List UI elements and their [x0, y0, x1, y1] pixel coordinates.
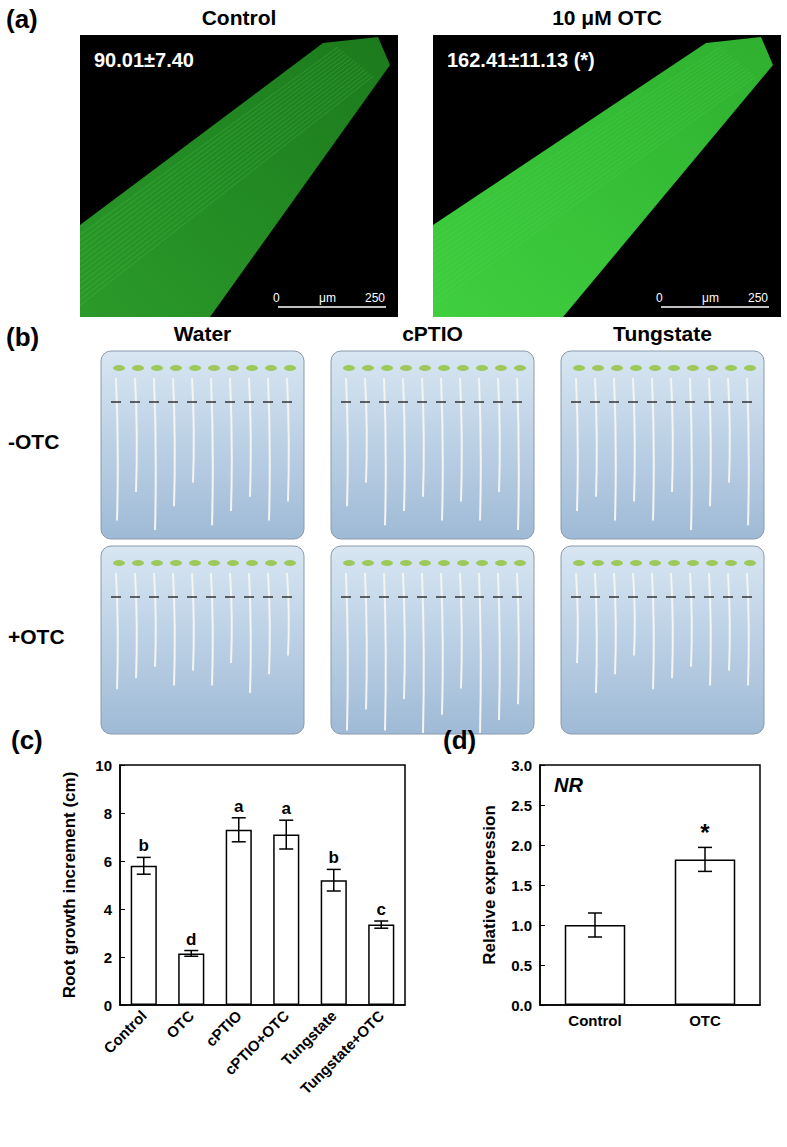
html-text:(a): (a)	[6, 4, 38, 34]
svg-text:OTC: OTC	[163, 1007, 198, 1042]
svg-text:c: c	[377, 900, 386, 919]
html-text:Water: Water	[173, 322, 232, 345]
svg-text:10: 10	[95, 757, 112, 774]
svg-text:2.5: 2.5	[511, 797, 532, 814]
svg-text:8: 8	[104, 805, 112, 822]
svg-text:a: a	[282, 799, 292, 818]
html-text:cPTIO: cPTIO	[402, 322, 463, 345]
html-text:μm: μm	[702, 291, 719, 305]
svg-text:a: a	[234, 797, 244, 816]
svg-text:4: 4	[104, 901, 113, 918]
svg-text:1.5: 1.5	[511, 877, 532, 894]
svg-text:Control: Control	[568, 1012, 621, 1029]
svg-text:b: b	[329, 848, 339, 867]
svg-text:0.0: 0.0	[511, 997, 532, 1014]
svg-text:cPTIO+OTC: cPTIO+OTC	[221, 1007, 292, 1078]
svg-text:0.5: 0.5	[511, 957, 532, 974]
svg-text:3.0: 3.0	[511, 757, 532, 774]
svg-text:(c): (c)	[11, 725, 43, 755]
html-text:250: 250	[748, 291, 768, 305]
html-text:+OTC: +OTC	[8, 625, 65, 648]
svg-text:0: 0	[104, 997, 112, 1014]
svg-text:Relative expression: Relative expression	[480, 805, 499, 965]
svg-text:NR: NR	[554, 774, 583, 796]
svg-text:Root growth increment (cm): Root growth increment (cm)	[60, 772, 79, 999]
svg-text:2.0: 2.0	[511, 837, 532, 854]
svg-text:2: 2	[104, 949, 112, 966]
svg-text:6: 6	[104, 853, 112, 870]
html-text:0: 0	[656, 291, 663, 305]
svg-text:OTC: OTC	[689, 1012, 721, 1029]
svg-text:d: d	[186, 930, 196, 949]
svg-text:(d): (d)	[443, 725, 476, 755]
html-text:10 μM OTC: 10 μM OTC	[552, 6, 662, 29]
html-text:90.01±7.40: 90.01±7.40	[94, 49, 194, 71]
svg-text:1.0: 1.0	[511, 917, 532, 934]
html-text:Tungstate: Tungstate	[613, 322, 712, 345]
html-text:250: 250	[365, 291, 385, 305]
html-text:Control: Control	[201, 6, 277, 29]
svg-text:cPTIO: cPTIO	[202, 1007, 245, 1050]
svg-text:Tungstate+OTC: Tungstate+OTC	[297, 1007, 388, 1098]
svg-text:Control: Control	[100, 1007, 150, 1057]
svg-text:b: b	[139, 836, 149, 855]
html-text:162.41±11.13 (*): 162.41±11.13 (*)	[447, 49, 595, 71]
svg-text:*: *	[700, 819, 710, 846]
html-text:0: 0	[273, 291, 280, 305]
html-text:μm: μm	[319, 291, 336, 305]
html-text:-OTC: -OTC	[8, 430, 60, 453]
html-text:(b): (b)	[6, 322, 40, 352]
